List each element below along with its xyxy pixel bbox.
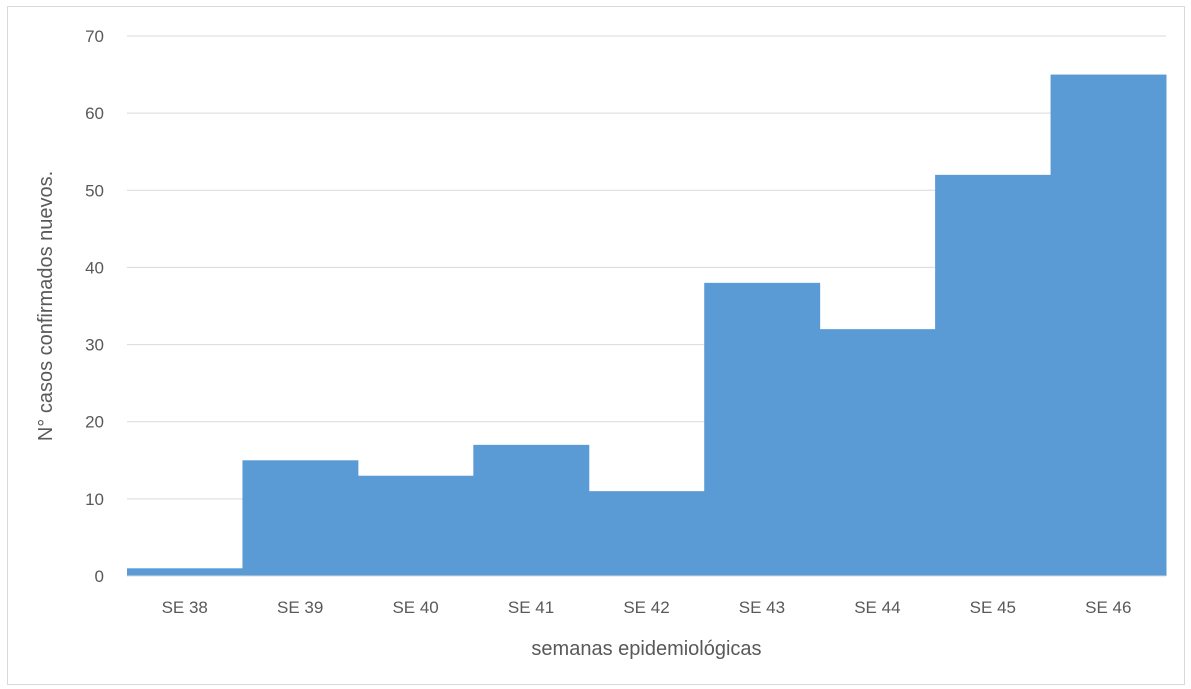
x-tick-label: SE 40 xyxy=(392,598,438,617)
x-tick-label: SE 46 xyxy=(1085,598,1131,617)
bar-se-40 xyxy=(357,475,474,576)
bar-se-38 xyxy=(127,568,243,576)
x-tick-label: SE 38 xyxy=(162,598,208,617)
x-axis-ticks: SE 38 SE 39 SE 40 SE 41 SE 42 SE 43 SE 44 SE 45… xyxy=(162,598,1132,617)
y-tick-label: 60 xyxy=(85,104,104,123)
y-tick-label: 50 xyxy=(85,181,104,200)
y-tick-label: 40 xyxy=(85,258,104,277)
y-tick-label: 70 xyxy=(85,27,104,46)
y-tick-label: 0 xyxy=(95,567,104,586)
bar-se-43 xyxy=(704,282,821,576)
bar-se-45 xyxy=(935,174,1052,576)
x-axis-title: semanas epidemiológicas xyxy=(531,638,761,660)
bar-se-39 xyxy=(242,460,359,576)
x-tick-label: SE 45 xyxy=(970,598,1016,617)
y-axis-title: N° casos confirmados nuevos. xyxy=(35,171,57,441)
x-tick-label: SE 42 xyxy=(623,598,669,617)
bar-se-44 xyxy=(819,329,936,576)
y-axis-ticks: 0 10 20 30 40 50 60 70 xyxy=(85,27,104,586)
x-tick-label: SE 41 xyxy=(508,598,554,617)
bar-se-46 xyxy=(1050,74,1167,577)
bar-se-42 xyxy=(588,491,705,576)
bars xyxy=(127,74,1167,577)
x-tick-label: SE 43 xyxy=(739,598,785,617)
x-tick-label: SE 39 xyxy=(277,598,323,617)
bar-se-41 xyxy=(473,444,590,576)
y-tick-label: 20 xyxy=(85,413,104,432)
y-tick-label: 30 xyxy=(85,336,104,355)
x-tick-label: SE 44 xyxy=(854,598,900,617)
y-tick-label: 10 xyxy=(85,490,104,509)
